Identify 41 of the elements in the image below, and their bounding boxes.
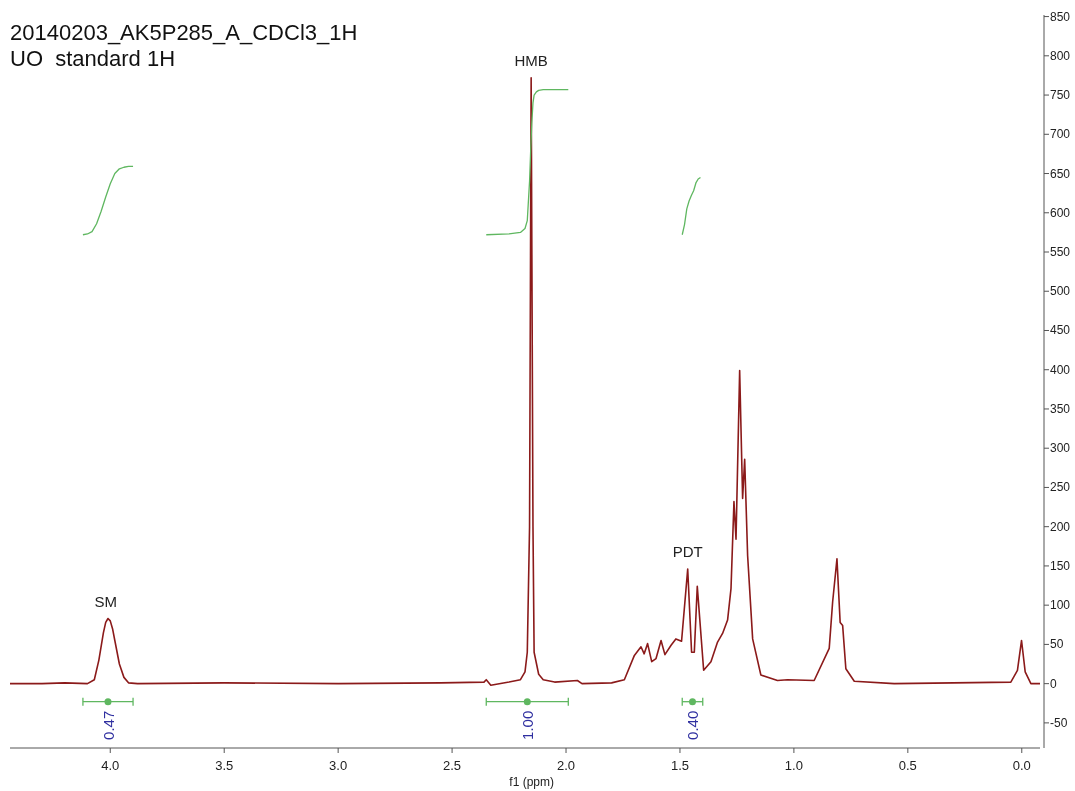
x-tick-label: 2.0	[556, 758, 576, 773]
x-tick-label: 3.0	[329, 758, 348, 773]
y-tick-label: 150	[1050, 558, 1071, 573]
y-tick-label: 500	[1050, 284, 1071, 299]
y-tick-label: 350	[1050, 401, 1071, 416]
annotation: SM	[94, 592, 117, 610]
y-tick-label: 700	[1050, 127, 1071, 142]
y-tick-label: 450	[1050, 323, 1071, 338]
chart-title: 20140203_AK5P285_A_CDCl3_1H	[10, 20, 358, 45]
x-tick-label: 3.5	[215, 758, 234, 773]
y-tick-label: -50	[1050, 715, 1068, 730]
text: UO standard 1H	[10, 46, 176, 71]
annotation: 0.40	[684, 710, 702, 740]
line-series	[485, 88, 569, 236]
y-tick-label: 250	[1050, 480, 1071, 495]
y-tick-label: 300	[1050, 441, 1071, 456]
line-series	[9, 76, 1041, 687]
y-tick-label: 200	[1050, 519, 1071, 534]
y-tick-label: 650	[1050, 166, 1071, 181]
line-series	[82, 165, 134, 236]
y-tick-label: 50	[1050, 637, 1064, 652]
annotation: PDT	[672, 543, 703, 561]
annotation: HMB	[514, 51, 548, 69]
x-tick-label: 0.5	[898, 758, 917, 773]
x-tick-label: 1.5	[670, 758, 689, 773]
x-tick-label: 0.0	[1012, 758, 1031, 773]
y-tick-label: 800	[1050, 48, 1071, 63]
annotation: 1.00	[519, 710, 537, 740]
y-tick-label: 0	[1050, 676, 1057, 691]
y-tick-label: 750	[1050, 88, 1071, 103]
x-tick-label: 2.5	[443, 758, 462, 773]
y-tick-label: 850	[1050, 9, 1071, 24]
y-tick-label: 100	[1050, 598, 1071, 613]
x-axis-title: f1 (ppm)	[509, 775, 555, 789]
annotation: 0.47	[99, 710, 117, 740]
x-tick-label: 4.0	[101, 758, 120, 773]
x-tick-label: 1.0	[784, 758, 803, 773]
y-tick-label: 600	[1050, 205, 1071, 220]
y-tick-label: 400	[1050, 362, 1071, 377]
line-series	[681, 176, 702, 236]
y-tick-label: 550	[1050, 245, 1071, 260]
